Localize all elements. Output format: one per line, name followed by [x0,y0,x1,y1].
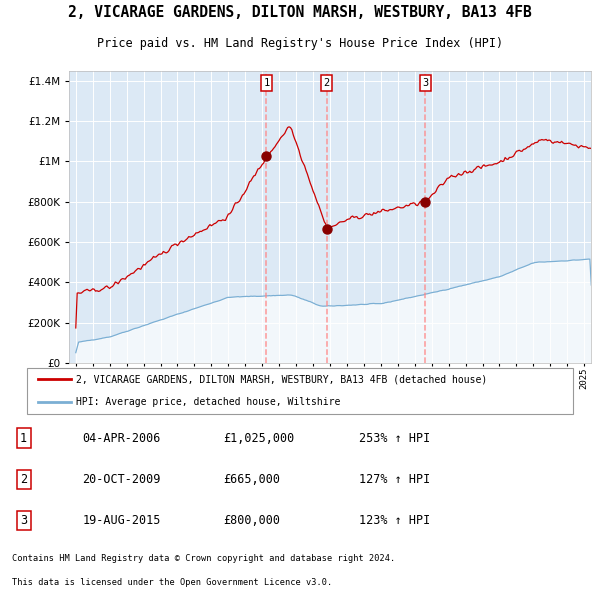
Text: £665,000: £665,000 [224,473,281,486]
Text: 1: 1 [263,78,269,88]
Text: This data is licensed under the Open Government Licence v3.0.: This data is licensed under the Open Gov… [12,578,332,587]
Text: HPI: Average price, detached house, Wiltshire: HPI: Average price, detached house, Wilt… [76,398,341,408]
FancyBboxPatch shape [27,368,573,414]
Text: 2, VICARAGE GARDENS, DILTON MARSH, WESTBURY, BA13 4FB (detached house): 2, VICARAGE GARDENS, DILTON MARSH, WESTB… [76,374,488,384]
Text: 127% ↑ HPI: 127% ↑ HPI [359,473,430,486]
Text: 04-APR-2006: 04-APR-2006 [82,432,161,445]
Text: £1,025,000: £1,025,000 [224,432,295,445]
Text: 2, VICARAGE GARDENS, DILTON MARSH, WESTBURY, BA13 4FB: 2, VICARAGE GARDENS, DILTON MARSH, WESTB… [68,5,532,20]
Text: 1: 1 [20,432,27,445]
Text: Contains HM Land Registry data © Crown copyright and database right 2024.: Contains HM Land Registry data © Crown c… [12,553,395,563]
Text: 2: 2 [20,473,27,486]
Text: 3: 3 [422,78,428,88]
Text: 3: 3 [20,514,27,527]
Text: £800,000: £800,000 [224,514,281,527]
Text: 19-AUG-2015: 19-AUG-2015 [82,514,161,527]
Text: 20-OCT-2009: 20-OCT-2009 [82,473,161,486]
Text: 253% ↑ HPI: 253% ↑ HPI [359,432,430,445]
Text: 123% ↑ HPI: 123% ↑ HPI [359,514,430,527]
Text: Price paid vs. HM Land Registry's House Price Index (HPI): Price paid vs. HM Land Registry's House … [97,37,503,50]
Text: 2: 2 [323,78,330,88]
